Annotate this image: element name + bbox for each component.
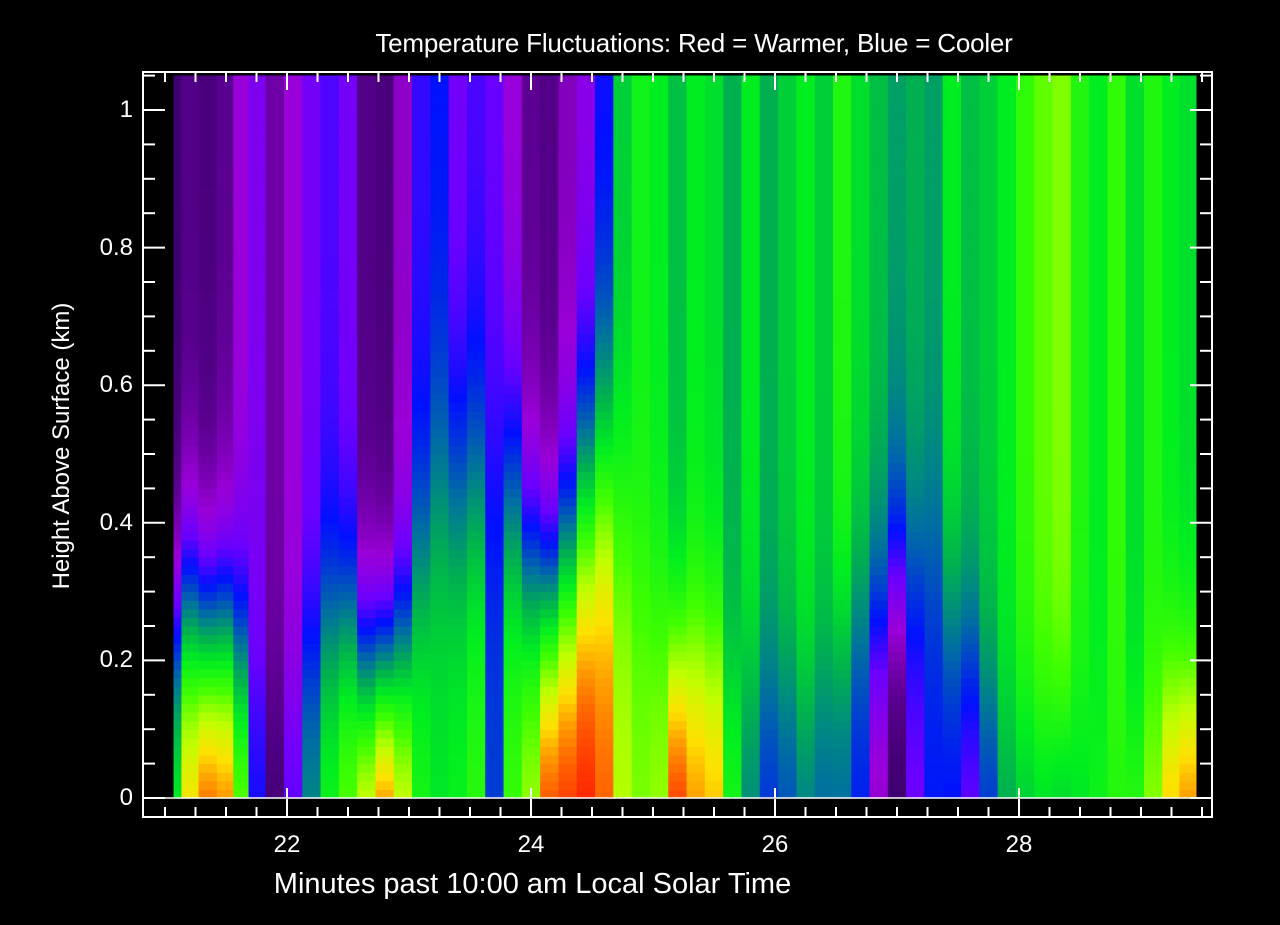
y-tick-label: 0.6: [99, 371, 133, 399]
y-axis-label: Height Above Surface (km): [48, 302, 75, 590]
y-tick-label: 1: [119, 96, 133, 123]
axes-frame: [142, 71, 1213, 818]
y-tick-label: 0.4: [99, 508, 133, 536]
y-tick-label: 0.8: [99, 233, 133, 261]
x-tick-label: 24: [517, 831, 545, 858]
y-tick-label: 0.2: [99, 646, 133, 674]
chart-title: Temperature Fluctuations: Red = Warmer, …: [375, 28, 1013, 58]
x-tick-label: 26: [761, 831, 789, 858]
x-tick-label: 22: [273, 831, 301, 858]
x-tick-label: 28: [1005, 831, 1033, 858]
heatmap-cells: [173, 75, 1197, 799]
y-tick-label: 0: [119, 784, 133, 811]
x-axis-label: Minutes past 10:00 am Local Solar Time: [273, 868, 792, 900]
